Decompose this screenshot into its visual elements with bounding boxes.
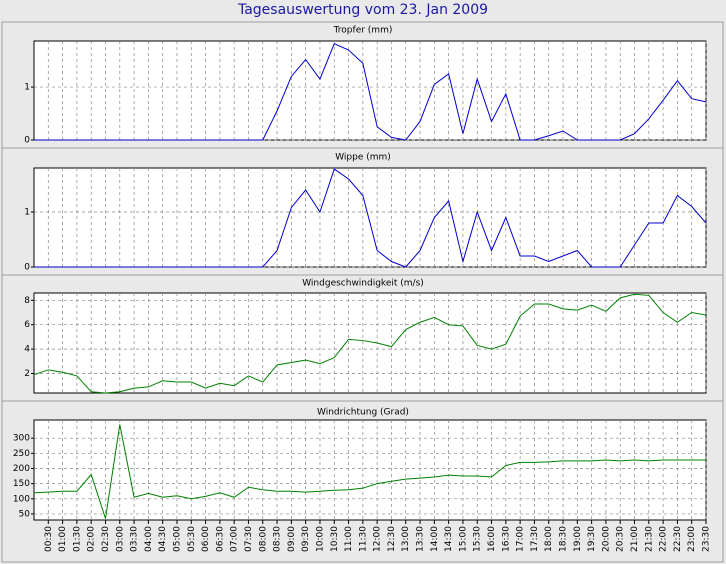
x-tick-label: 13:00 <box>401 526 411 552</box>
x-tick-label: 03:30 <box>130 526 140 552</box>
x-tick-label: 18:00 <box>544 526 554 552</box>
chart-title: Windrichtung (Grad) <box>317 408 409 418</box>
y-tick-label: 4 <box>24 345 30 355</box>
x-tick-label: 02:00 <box>87 526 97 552</box>
chart-title: Windgeschwindigkeit (m/s) <box>302 279 424 289</box>
x-tick-label: 13:30 <box>416 526 426 552</box>
x-tick-label: 04:30 <box>158 526 168 552</box>
x-tick-label: 01:00 <box>58 526 68 552</box>
x-tick-label: 19:30 <box>587 526 597 552</box>
data-line <box>34 42 707 141</box>
data-line <box>34 168 707 268</box>
x-tick-label: 01:30 <box>72 526 82 552</box>
x-tick-label: 17:00 <box>516 526 526 552</box>
panel-frame <box>1 400 724 563</box>
plot-area <box>33 292 707 394</box>
x-tick-label: 19:00 <box>573 526 583 552</box>
x-tick-label: 11:30 <box>358 526 368 552</box>
y-tick-label: 200 <box>13 464 30 474</box>
x-tick-label: 23:30 <box>702 526 712 552</box>
y-tick-label: 8 <box>24 296 30 306</box>
x-tick-label: 06:30 <box>215 526 225 552</box>
x-tick-label: 07:30 <box>244 526 254 552</box>
x-tick-label: 20:00 <box>601 526 611 552</box>
y-tick-label: 2 <box>24 369 30 379</box>
x-tick-label: 06:00 <box>201 526 211 552</box>
y-tick-label: 1 <box>24 83 30 93</box>
x-tick-label: 14:30 <box>444 526 454 552</box>
plot-area <box>33 40 707 141</box>
x-tick-label: 12:00 <box>373 526 383 552</box>
x-tick-label: 10:30 <box>330 526 340 552</box>
x-tick-label: 23:00 <box>687 526 697 552</box>
y-tick-label: 100 <box>13 494 30 504</box>
y-tick-label: 0 <box>24 136 30 146</box>
x-tick-label: 00:30 <box>44 526 54 552</box>
x-tick-label: 11:00 <box>344 526 354 552</box>
chart-title: Wippe (mm) <box>335 153 391 163</box>
x-tick-label: 15:00 <box>458 526 468 552</box>
x-tick-label: 20:30 <box>616 526 626 552</box>
x-tick-label: 15:30 <box>473 526 483 552</box>
y-tick-label: 300 <box>13 434 30 444</box>
y-tick-label: 50 <box>19 509 31 519</box>
x-tick-label: 16:30 <box>501 526 511 552</box>
x-tick-label: 08:30 <box>273 526 283 552</box>
plot-area <box>33 419 707 521</box>
page-title: Tagesauswertung vom 23. Jan 2009 <box>237 2 488 18</box>
plot-area <box>33 167 707 268</box>
y-tick-label: 1 <box>24 208 30 218</box>
x-tick-label: 03:00 <box>115 526 125 552</box>
x-tick-label: 21:00 <box>630 526 640 552</box>
x-tick-label: 10:00 <box>315 526 325 552</box>
x-tick-label: 05:00 <box>172 526 182 552</box>
y-tick-label: 0 <box>24 263 30 273</box>
x-tick-label: 18:30 <box>559 526 569 552</box>
x-tick-label: 02:30 <box>101 526 111 552</box>
x-tick-label: 12:30 <box>387 526 397 552</box>
x-tick-label: 08:00 <box>258 526 268 552</box>
y-tick-label: 150 <box>13 479 30 489</box>
x-tick-label: 04:00 <box>144 526 154 552</box>
x-tick-label: 05:30 <box>187 526 197 552</box>
x-tick-label: 07:00 <box>230 526 240 552</box>
y-tick-label: 6 <box>24 320 30 330</box>
x-tick-label: 16:00 <box>487 526 497 552</box>
x-tick-label: 22:30 <box>673 526 683 552</box>
y-tick-label: 250 <box>13 449 30 459</box>
data-line <box>33 424 706 519</box>
data-line <box>33 293 707 394</box>
x-tick-label: 21:30 <box>644 526 654 552</box>
chart-title: Tropfer (mm) <box>333 26 393 36</box>
x-tick-label: 09:30 <box>301 526 311 552</box>
x-tick-label: 17:30 <box>530 526 540 552</box>
x-tick-label: 22:00 <box>659 526 669 552</box>
x-tick-label: 09:00 <box>287 526 297 552</box>
x-tick-label: 14:00 <box>430 526 440 552</box>
